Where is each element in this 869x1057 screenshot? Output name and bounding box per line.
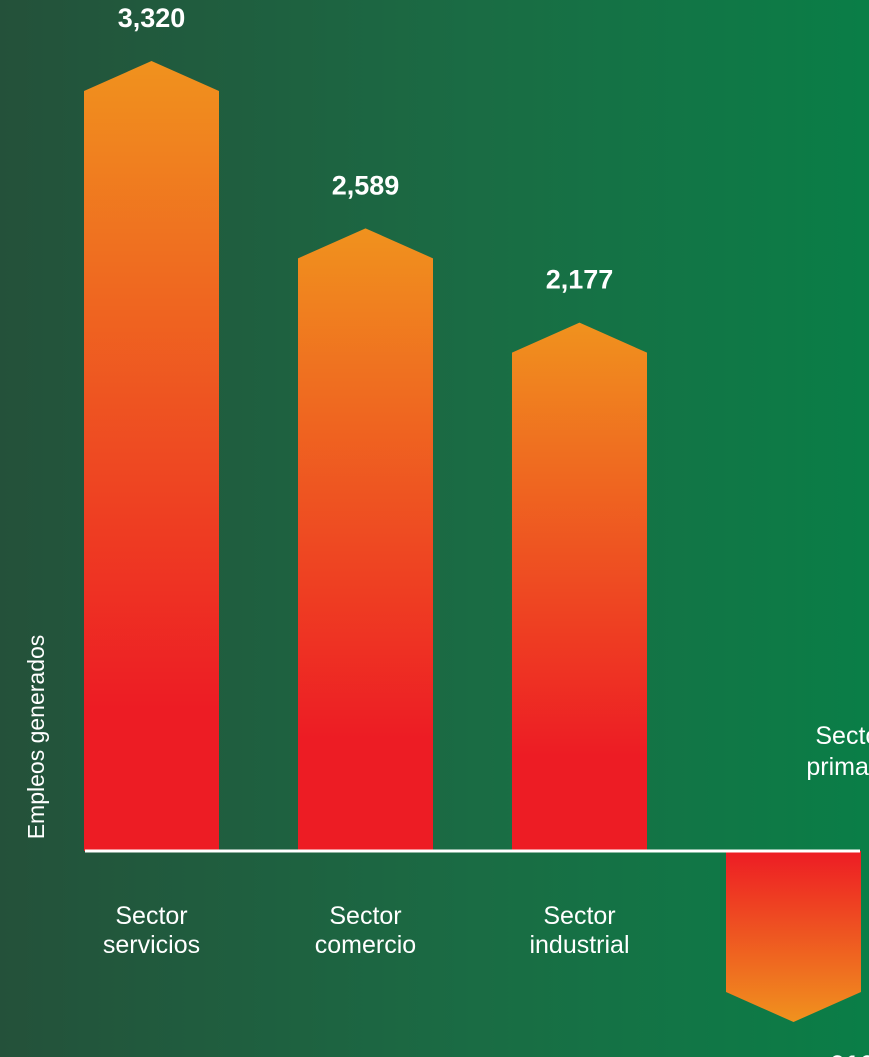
- bars-layer: [84, 61, 861, 1023]
- bar-3: [726, 851, 861, 1023]
- value-label-1: 2,589: [332, 170, 400, 200]
- category-label-1-line-1: comercio: [315, 931, 416, 959]
- value-label-3: -616: [820, 1050, 869, 1057]
- category-label-2-line-0: Sector: [543, 902, 615, 930]
- category-label-3-line-0: Sector: [815, 722, 869, 750]
- bar-2: [512, 322, 647, 851]
- value-label-0: 3,320: [118, 3, 186, 33]
- value-label-2: 2,177: [546, 265, 614, 295]
- bar-1: [298, 228, 433, 852]
- category-label-0-line-1: servicios: [103, 931, 200, 959]
- category-label-2-line-1: industrial: [529, 931, 629, 959]
- category-label-0-line-0: Sector: [115, 902, 187, 930]
- category-label-3-line-1: primario: [806, 753, 869, 781]
- y-axis-title: Empleos generados: [23, 635, 49, 840]
- category-label-1-line-0: Sector: [329, 902, 401, 930]
- labels-layer: 3,320Sectorservicios2,589Sectorcomercio2…: [103, 3, 869, 1057]
- bar-0: [84, 61, 219, 851]
